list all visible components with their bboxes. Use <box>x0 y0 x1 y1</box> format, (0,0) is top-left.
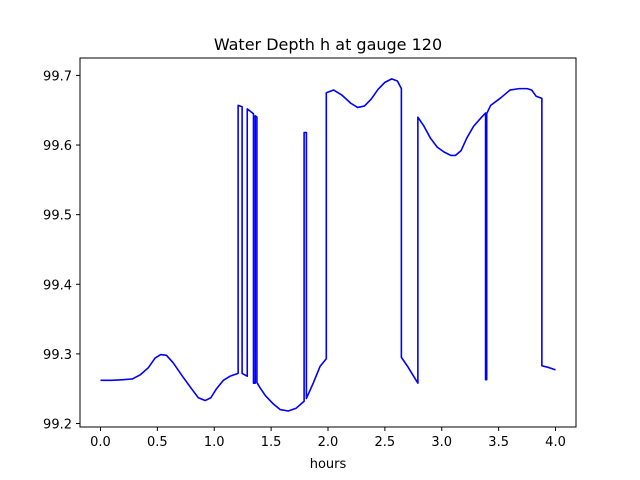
x-tick-label: 2.0 <box>318 435 339 450</box>
y-tick-label: 99.6 <box>43 139 72 154</box>
y-tick-label: 99.2 <box>43 418 72 433</box>
x-tick-label: 3.5 <box>488 435 509 450</box>
x-tick-label: 1.0 <box>204 435 225 450</box>
x-tick-label: 1.5 <box>261 435 282 450</box>
x-tick-label: 0.5 <box>147 435 168 450</box>
y-tick-label: 99.4 <box>43 278 72 293</box>
y-tick-label: 99.7 <box>43 69 72 84</box>
x-axis-label: hours <box>310 457 347 472</box>
x-tick-label: 2.5 <box>375 435 396 450</box>
x-tick-label: 0.0 <box>90 435 111 450</box>
y-tick-label: 99.3 <box>43 348 72 363</box>
x-tick-label: 4.0 <box>545 435 566 450</box>
y-axis: 99.2 99.3 99.4 99.5 99.6 99.7 <box>43 69 80 433</box>
series-layer <box>100 78 556 412</box>
x-tick-label: 3.0 <box>431 435 452 450</box>
y-tick-label: 99.5 <box>43 209 72 224</box>
x-axis: 0.0 0.5 1.0 1.5 2.0 2.5 3.0 3.5 4.0 <box>90 427 566 450</box>
series-line <box>100 78 556 412</box>
chart-title: Water Depth h at gauge 120 <box>214 35 442 54</box>
